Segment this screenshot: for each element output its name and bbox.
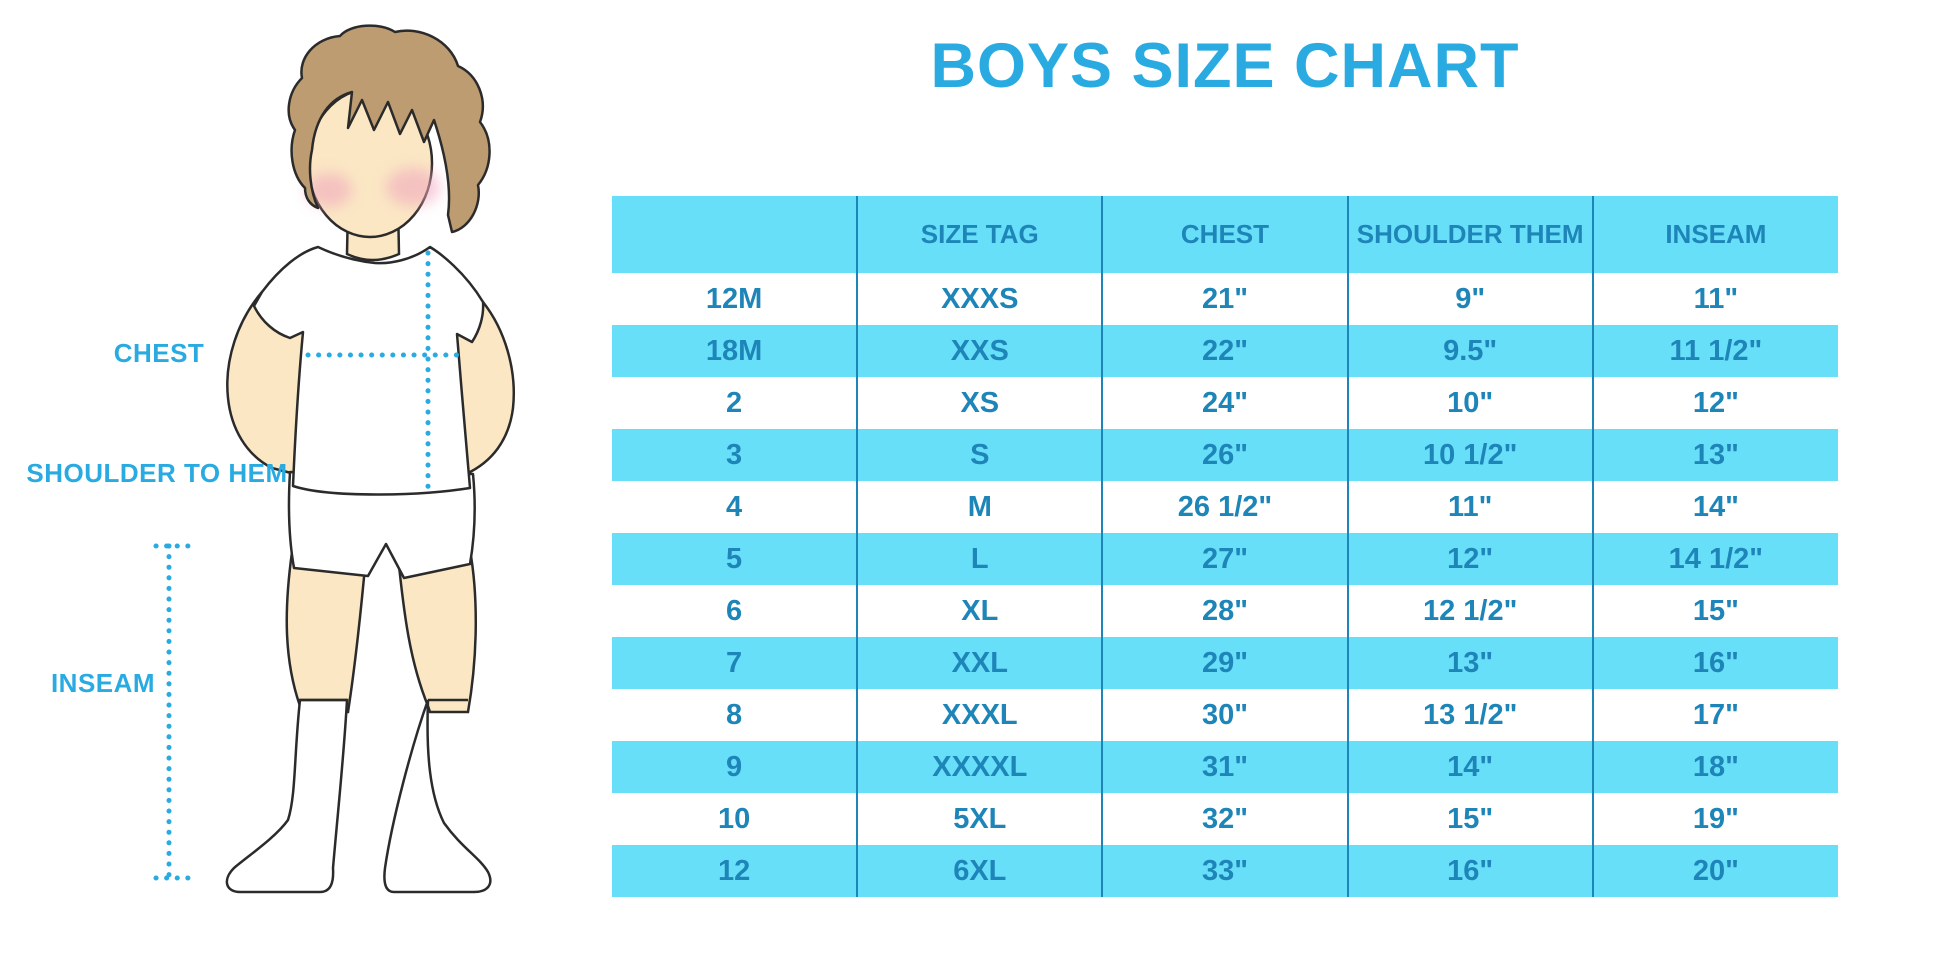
table-cell: M xyxy=(857,481,1104,533)
boy-figure-icon xyxy=(153,24,515,894)
table-cell: 16" xyxy=(1592,637,1838,689)
table-row: 8 XXXL 30" 13 1/2" 17" xyxy=(612,689,1838,741)
table-cell: 13" xyxy=(1347,637,1594,689)
table-cell: 17" xyxy=(1592,689,1838,741)
table-cell: 5 xyxy=(612,533,859,585)
table-cell: 10 xyxy=(612,793,859,845)
table-cell: 10" xyxy=(1347,377,1594,429)
table-header-row: SIZE TAG CHEST SHOULDER THEM INSEAM xyxy=(612,196,1838,273)
table-cell: 20" xyxy=(1592,845,1838,897)
table-cell: 15" xyxy=(1592,585,1838,637)
table-cell: XXXXL xyxy=(857,741,1104,793)
table-cell: 3 xyxy=(612,429,859,481)
table-cell: 22" xyxy=(1102,325,1349,377)
table-cell: XXXS xyxy=(857,273,1104,325)
table-cell: 12 xyxy=(612,845,859,897)
table-row: 12M XXXS 21" 9" 11" xyxy=(612,273,1838,325)
table-cell: 26" xyxy=(1102,429,1349,481)
size-table: SIZE TAG CHEST SHOULDER THEM INSEAM 12M X… xyxy=(612,196,1838,897)
table-cell: XS xyxy=(857,377,1104,429)
shoulder-to-hem-label: SHOULDER TO HEM xyxy=(26,458,288,488)
table-row: 12 6XL 33" 16" 20" xyxy=(612,845,1838,897)
header-cell-inseam: INSEAM xyxy=(1592,196,1838,273)
table-cell: 13 1/2" xyxy=(1347,689,1594,741)
header-cell-chest: CHEST xyxy=(1102,196,1349,273)
table-cell: 11" xyxy=(1592,273,1838,325)
header-cell-size xyxy=(612,196,859,273)
table-cell: 10 1/2" xyxy=(1347,429,1594,481)
table-cell: 12" xyxy=(1347,533,1594,585)
table-cell: 18M xyxy=(612,325,859,377)
table-cell: 30" xyxy=(1102,689,1349,741)
table-row: 9 XXXXL 31" 14" 18" xyxy=(612,741,1838,793)
table-cell: 11" xyxy=(1347,481,1594,533)
table-cell: 18" xyxy=(1592,741,1838,793)
table-cell: 12" xyxy=(1592,377,1838,429)
table-row: 6 XL 28" 12 1/2" 15" xyxy=(612,585,1838,637)
size-table-body: 12M XXXS 21" 9" 11" 18M XXS 22" 9.5" 11 1/2" 2 XS 24… xyxy=(612,273,1838,897)
table-cell: 9" xyxy=(1347,273,1594,325)
table-cell: XL xyxy=(857,585,1104,637)
inseam-label: INSEAM xyxy=(50,668,156,698)
table-cell: 21" xyxy=(1102,273,1349,325)
table-cell: XXXL xyxy=(857,689,1104,741)
table-cell: 12M xyxy=(612,273,859,325)
page-title: BOYS SIZE CHART xyxy=(930,31,1520,101)
table-cell: XXS xyxy=(857,325,1104,377)
table-cell: 28" xyxy=(1102,585,1349,637)
table-row: 18M XXS 22" 9.5" 11 1/2" xyxy=(612,325,1838,377)
table-cell: 29" xyxy=(1102,637,1349,689)
table-cell: 13" xyxy=(1592,429,1838,481)
table-cell: 15" xyxy=(1347,793,1594,845)
table-cell: 19" xyxy=(1592,793,1838,845)
table-cell: 24" xyxy=(1102,377,1349,429)
table-cell: 16" xyxy=(1347,845,1594,897)
table-row: 7 XXL 29" 13" 16" xyxy=(612,637,1838,689)
table-cell: L xyxy=(857,533,1104,585)
table-row: 4 M 26 1/2" 11" 14" xyxy=(612,481,1838,533)
table-cell: 6XL xyxy=(857,845,1104,897)
table-cell: 9.5" xyxy=(1347,325,1594,377)
header-cell-size-tag: SIZE TAG xyxy=(857,196,1104,273)
table-cell: 8 xyxy=(612,689,859,741)
table-cell: 33" xyxy=(1102,845,1349,897)
table-cell: 32" xyxy=(1102,793,1349,845)
table-cell: 5XL xyxy=(857,793,1104,845)
table-cell: S xyxy=(857,429,1104,481)
table-row: 10 5XL 32" 15" 19" xyxy=(612,793,1838,845)
table-cell: 14 1/2" xyxy=(1592,533,1838,585)
table-row: 5 L 27" 12" 14 1/2" xyxy=(612,533,1838,585)
table-cell: 27" xyxy=(1102,533,1349,585)
table-cell: 4 xyxy=(612,481,859,533)
table-cell: 12 1/2" xyxy=(1347,585,1594,637)
table-cell: 9 xyxy=(612,741,859,793)
table-cell: 26 1/2" xyxy=(1102,481,1349,533)
table-cell: 11 1/2" xyxy=(1592,325,1838,377)
table-cell: 2 xyxy=(612,377,859,429)
table-cell: 6 xyxy=(612,585,859,637)
table-cell: 14" xyxy=(1347,741,1594,793)
table-row: 3 S 26" 10 1/2" 13" xyxy=(612,429,1838,481)
table-row: 2 XS 24" 10" 12" xyxy=(612,377,1838,429)
table-cell: 31" xyxy=(1102,741,1349,793)
chest-label: CHEST xyxy=(113,338,205,368)
table-cell: XXL xyxy=(857,637,1104,689)
header-cell-shoulder-them: SHOULDER THEM xyxy=(1347,196,1594,273)
boy-measurement-illustration xyxy=(0,0,540,973)
table-cell: 14" xyxy=(1592,481,1838,533)
table-cell: 7 xyxy=(612,637,859,689)
